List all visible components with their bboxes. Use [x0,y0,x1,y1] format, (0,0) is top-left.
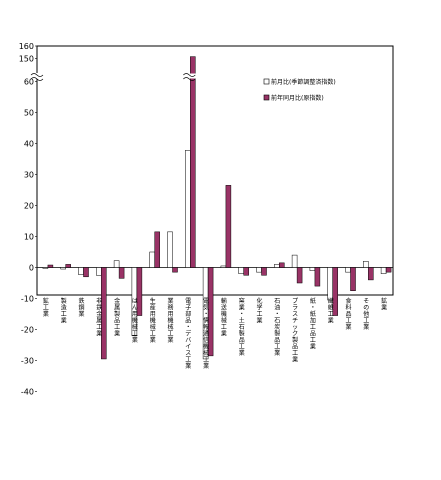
bar-yoy [243,267,249,276]
bar-yoy [83,267,89,278]
y-tick-label: 20 [24,202,34,211]
category-label: 石油・石炭製品工業 [274,298,280,357]
bar-mom [185,150,191,268]
bar-mom [96,267,102,276]
bar-yoy [279,262,285,268]
bar-mom [345,267,351,273]
category-label: 電気・情報通信機械工業 [203,298,209,370]
bar-mom [380,267,387,274]
y-tick-label: 60 [24,78,34,87]
bar-yoy [385,267,392,273]
category-label: 輸送機械工業 [221,297,227,338]
legend-label-mom: 前月比(季節調整済指数) [271,78,336,86]
axis-break-wave [30,73,44,77]
y-tick-label: 160 [19,42,34,51]
legend: 前月比(季節調整済指数) 前年同月比(原指数) [263,78,336,102]
bar-mom [291,254,298,268]
category-label: 紙・紙加工品工業 [310,297,316,351]
bar-break-wave [183,73,196,77]
bar-yoy [190,56,196,268]
bar-mom [220,265,227,268]
bar-mom [42,267,49,269]
bar-mom [113,260,120,268]
category-label: 製造工業 [61,297,67,325]
category-labels: 鉱工業 製造工業 鉄鋼業 非鉄金属工業 金属製品工業 はん用機械工業 生産用機械工業 業務用機… [43,297,387,370]
bars [42,56,392,360]
bar-mom [78,267,84,275]
bar-mom [256,267,262,273]
bar-mom [363,261,369,268]
bar-yoy [172,267,178,273]
bar-yoy [225,185,232,268]
category-label: 食料品工業 [346,297,352,331]
bar-yoy [136,267,143,316]
bar-mom [274,264,280,268]
legend-swatch-mom [263,78,270,85]
y-tick-label: 50 [24,109,34,118]
y-tick-label: 40 [24,140,34,149]
axis-break-marks [30,73,197,81]
bar-yoy [65,264,71,268]
bar-mom [327,267,333,301]
y-tick-label: -10 [21,295,34,304]
bar-yoy [261,267,267,276]
category-label: はん用機械工業 [132,298,138,344]
bar-yoy [47,264,54,268]
bar-yoy [368,267,374,281]
y-tick-label: 10 [24,233,34,242]
plot-area [36,45,394,296]
bar-break-wave [183,77,196,81]
y-tick-label: 30 [24,171,34,180]
category-label: その他工業 [363,298,369,331]
category-label: 窯業・土石製品工業 [239,297,245,357]
bar-yoy [350,267,356,291]
category-label: 業務用機械工業 [168,297,174,344]
bar-yoy [154,231,160,268]
bar-mom [309,267,316,271]
bar-yoy [332,267,338,316]
bar-yoy [314,267,321,287]
category-label: 鉄鋼業 [79,297,85,318]
axis-break-wave [30,77,44,81]
y-tick-label: 0 [29,264,34,273]
y-axis-ticks: 160 150 60 50 40 30 20 10 0 -10 -20 -30 -40 [19,42,37,397]
y-tick-label: 150 [19,55,34,64]
y-tick-label: -20 [21,326,34,335]
bar-yoy [118,267,125,279]
bar-mom [60,267,66,270]
bar-mom [167,231,173,268]
category-label: 鉱業 [381,297,387,312]
axis-break-gap [32,73,42,79]
bar-mom [238,267,244,274]
category-label: 生産用機械工業 [150,297,156,344]
bar-yoy [296,267,303,284]
y-tick-label: -40 [21,388,34,397]
legend-swatch-yoy [263,94,270,101]
bar-yoy [207,267,214,357]
category-label: 化学工業 [257,297,263,325]
category-label: プラスチック製品工業 [292,298,298,364]
y-tick-label: -30 [21,357,34,366]
category-label: 鉱工業 [43,297,49,318]
category-label: 金属製品工業 [114,297,120,338]
legend-label-yoy: 前年同月比(原指数) [271,94,324,102]
bar-mom [149,251,155,268]
category-label: 非鉄金属工業 [96,297,102,338]
category-label: 繊維工業 [328,297,334,325]
bar-yoy [101,267,107,360]
category-label: 電子部品・デバイス工業 [185,298,191,370]
